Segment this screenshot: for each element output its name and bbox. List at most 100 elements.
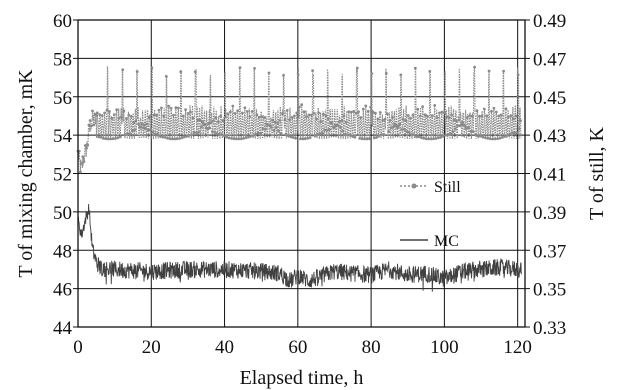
still-point (187, 134, 191, 137)
y-right-tick-label: 0.43 (533, 126, 566, 147)
still-point (474, 132, 478, 136)
still-point (80, 161, 83, 165)
y-left-tick-label: 54 (53, 126, 73, 147)
still-point (233, 112, 237, 115)
still-point (473, 65, 476, 69)
still-point (340, 119, 343, 123)
y-right-axis-title: T of still, K (586, 126, 608, 220)
still-point (294, 136, 297, 140)
still-point (120, 115, 123, 119)
still-point (198, 119, 202, 122)
still-point (100, 114, 104, 117)
still-point (444, 133, 447, 137)
still-point (99, 135, 103, 139)
still-point (374, 111, 377, 115)
still-point (388, 118, 392, 122)
y-right-tick-label: 0.35 (533, 280, 566, 301)
still-point (91, 109, 94, 113)
still-point (311, 69, 314, 72)
still-point (127, 113, 131, 117)
still-point (361, 107, 365, 111)
still-point (98, 113, 102, 116)
still-point (421, 105, 424, 109)
still-point (510, 131, 514, 135)
still-point (407, 130, 411, 134)
still-point (363, 137, 366, 141)
still-point (336, 124, 340, 127)
still-point (422, 136, 426, 140)
still-point (167, 104, 171, 108)
still-point (134, 119, 138, 123)
still-point (423, 113, 427, 117)
still-point (349, 110, 353, 114)
still-point (195, 131, 198, 135)
still-point (404, 119, 408, 122)
still-point (280, 112, 284, 115)
still-point (416, 107, 420, 111)
still-point (212, 119, 215, 123)
still-point (320, 131, 324, 135)
still-point (256, 131, 260, 135)
still-point (230, 137, 234, 140)
still-point (94, 113, 98, 117)
still-point (144, 127, 148, 130)
still-point (415, 135, 418, 139)
still-point (149, 128, 152, 132)
still-point (497, 114, 501, 118)
still-point (135, 70, 139, 73)
still-point (220, 133, 224, 136)
y-left-axis-title: T of mixing chamber, mK (15, 69, 37, 278)
still-point (436, 136, 440, 140)
still-point (418, 114, 422, 118)
still-point (118, 135, 122, 139)
still-point (163, 136, 167, 139)
y-right-tick-label: 0.39 (533, 203, 566, 224)
still-point (186, 112, 190, 115)
still-point (271, 118, 275, 122)
still-point (208, 126, 212, 130)
still-point (282, 74, 285, 77)
legend-still-label: Still (434, 179, 461, 196)
still-point (185, 134, 189, 138)
still-point (434, 137, 438, 140)
still-point (424, 137, 428, 141)
still-point (501, 136, 504, 139)
still-point (515, 131, 519, 135)
still-point (302, 110, 306, 114)
still-point (432, 137, 435, 141)
still-point (325, 129, 329, 132)
still-point (433, 104, 437, 107)
still-point (456, 124, 460, 127)
still-point (179, 70, 183, 74)
still-point (279, 132, 283, 135)
still-point (190, 133, 194, 137)
y-left-tick-label: 52 (53, 165, 72, 186)
still-point (519, 119, 522, 123)
still-point (103, 111, 106, 115)
still-point (177, 106, 180, 110)
y-right-tick-label: 0.41 (533, 165, 566, 186)
y-left-tick-label: 50 (53, 203, 72, 224)
still-point (337, 120, 341, 124)
still-point (277, 129, 281, 133)
y-right-tick-label: 0.45 (533, 88, 566, 109)
still-point (232, 137, 236, 141)
still-point (498, 136, 502, 140)
still-point (348, 133, 352, 137)
still-point (285, 109, 289, 112)
still-point (295, 111, 299, 115)
still-point (449, 132, 452, 136)
still-point (389, 126, 393, 129)
still-point (219, 114, 223, 118)
still-point (140, 122, 144, 125)
still-point (505, 134, 509, 137)
still-point (128, 132, 132, 136)
still-point (189, 110, 192, 114)
still-point (284, 132, 288, 136)
still-point (323, 128, 327, 132)
mc-series-line (77, 203, 522, 292)
still-point (174, 106, 178, 109)
still-point (386, 112, 389, 116)
still-point (481, 135, 485, 139)
still-point (406, 114, 410, 117)
